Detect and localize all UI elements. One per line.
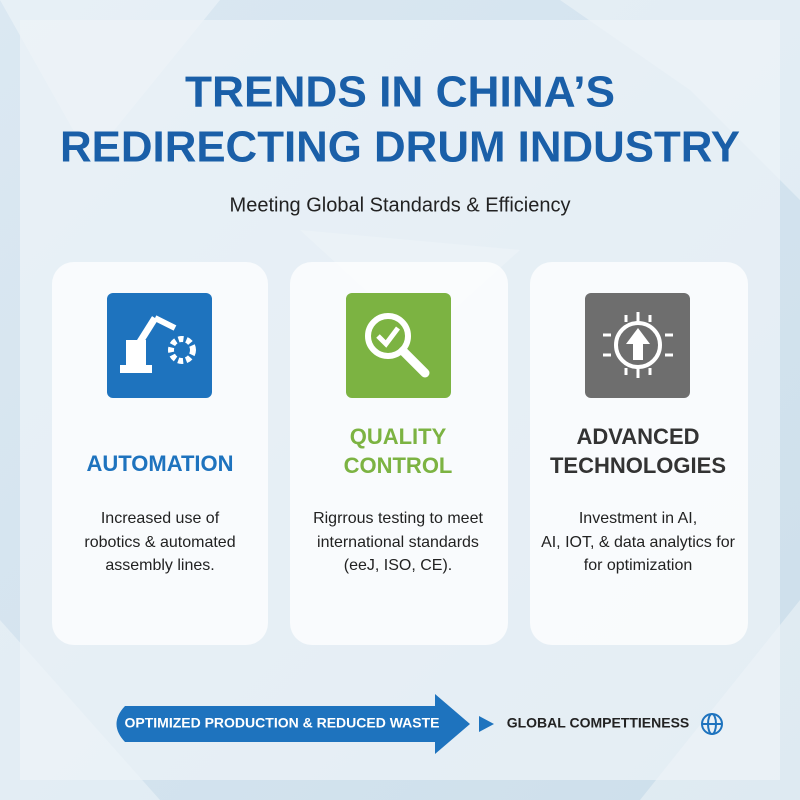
card-text: AI, IOT, & data analytics for <box>541 534 736 551</box>
globe-icon <box>701 713 723 735</box>
small-arrow <box>479 716 494 732</box>
card-title: CONTROL <box>344 453 453 478</box>
card-title: AUTOMATION <box>86 451 233 476</box>
card-text: robotics & automated <box>84 534 235 551</box>
process-arrow <box>116 694 470 754</box>
card-text: international standards <box>317 534 479 551</box>
subtitle: Meeting Global Standards & Efficiency <box>230 194 571 216</box>
result-text: GLOBAL COMPETTIENESS <box>507 715 690 731</box>
arrow-text: OPTIMIZED PRODUCTION & REDUCED WASTE <box>124 715 439 731</box>
card-text: assembly lines. <box>105 557 214 574</box>
card-text: (eeJ, ISO, CE). <box>344 557 452 574</box>
card-title: TECHNOLOGIES <box>550 453 726 478</box>
quality-icon <box>346 293 451 398</box>
card-text: Rigrrous testing to meet <box>313 510 483 527</box>
card-title: ADVANCED <box>576 424 699 449</box>
title-line: REDIRECTING DRUM INDUSTRY <box>60 123 740 172</box>
card-title: QUALITY <box>350 424 447 449</box>
technology-icon <box>585 293 690 398</box>
title-line: TRENDS IN CHINA’S <box>185 68 615 117</box>
card-text: Increased use of <box>101 510 220 527</box>
card-text: Investment in AI, <box>579 510 697 527</box>
card <box>290 262 508 645</box>
card <box>52 262 268 645</box>
card <box>530 262 748 645</box>
card-text: for optimization <box>584 557 693 574</box>
automation-icon <box>107 293 212 398</box>
